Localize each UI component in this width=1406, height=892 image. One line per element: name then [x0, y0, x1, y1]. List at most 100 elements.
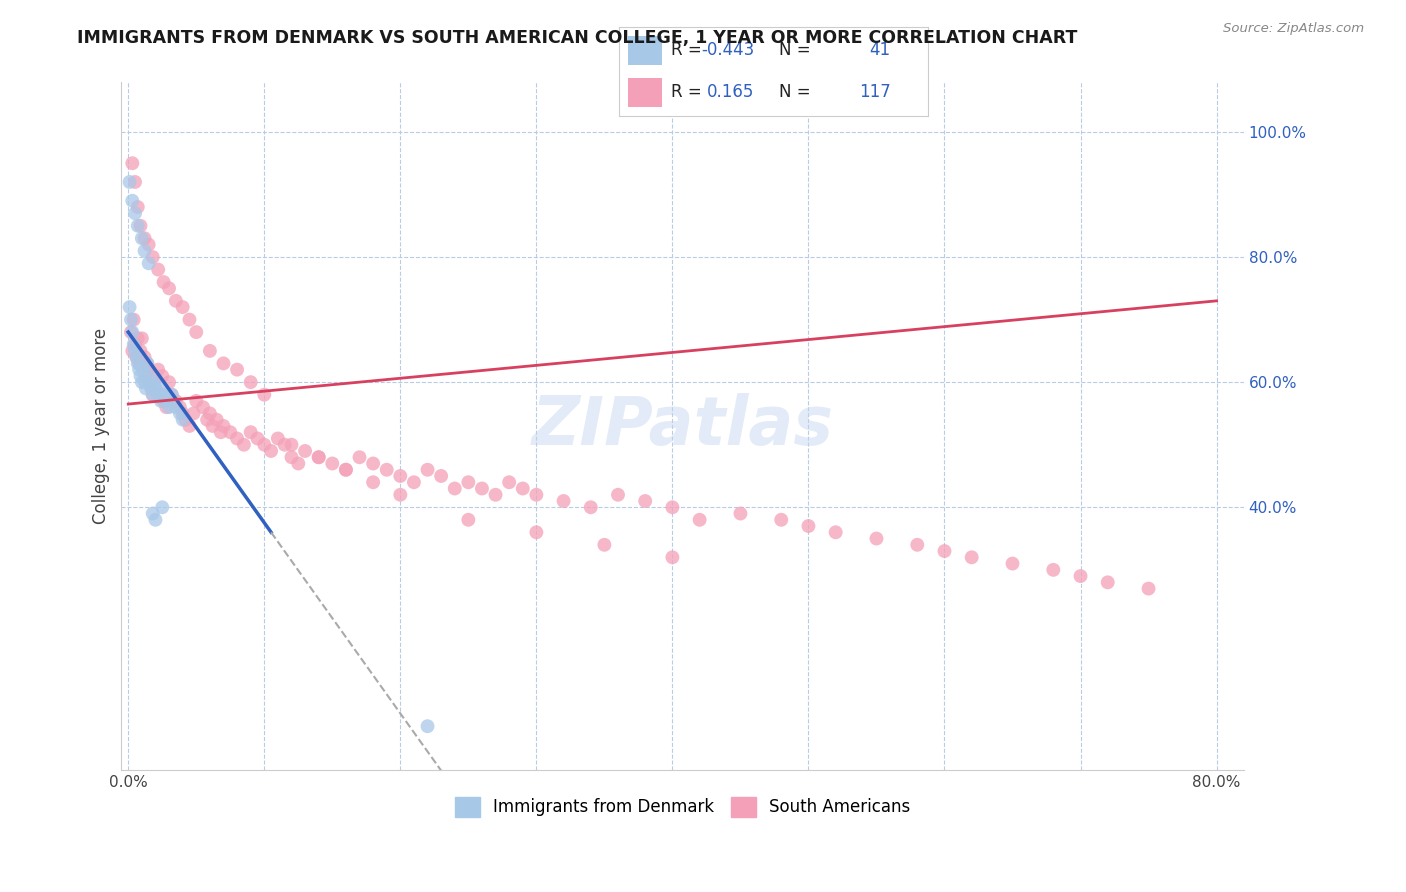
Point — [212, 356, 235, 370]
Point — [134, 350, 156, 364]
Point — [1097, 575, 1119, 590]
Text: 117: 117 — [859, 83, 891, 101]
Point — [125, 350, 148, 364]
Point — [124, 343, 146, 358]
Text: R =: R = — [671, 83, 702, 101]
Point — [267, 432, 290, 446]
Point — [118, 175, 141, 189]
Point — [934, 544, 956, 558]
Point — [155, 400, 177, 414]
Point — [141, 381, 163, 395]
Point — [143, 375, 166, 389]
Point — [226, 432, 249, 446]
Point — [142, 507, 165, 521]
Point — [134, 231, 156, 245]
Point — [824, 525, 846, 540]
Point — [146, 387, 169, 401]
Point — [593, 538, 616, 552]
Point — [219, 425, 242, 440]
Point — [273, 438, 295, 452]
Point — [174, 413, 197, 427]
Point — [142, 387, 165, 401]
Point — [139, 375, 162, 389]
Point — [129, 219, 152, 233]
Point — [122, 337, 145, 351]
Point — [634, 494, 657, 508]
Point — [553, 494, 575, 508]
Point — [136, 356, 159, 370]
Point — [260, 444, 283, 458]
Point — [152, 275, 174, 289]
Point — [198, 406, 221, 420]
Point — [280, 450, 302, 465]
Point — [661, 500, 683, 515]
Point — [157, 375, 180, 389]
Point — [125, 350, 148, 364]
Point — [131, 375, 153, 389]
Text: Source: ZipAtlas.com: Source: ZipAtlas.com — [1223, 22, 1364, 36]
Point — [150, 368, 173, 383]
Point — [141, 381, 163, 395]
Point — [121, 156, 143, 170]
Point — [349, 450, 371, 465]
Point — [416, 463, 439, 477]
Point — [179, 312, 201, 326]
Point — [165, 393, 187, 408]
FancyBboxPatch shape — [628, 36, 662, 65]
Point — [128, 356, 150, 370]
Point — [287, 457, 309, 471]
Point — [124, 206, 146, 220]
Point — [1070, 569, 1092, 583]
Point — [195, 413, 218, 427]
Point — [361, 457, 384, 471]
Point — [770, 513, 793, 527]
Point — [402, 475, 425, 490]
Point — [134, 375, 156, 389]
Point — [155, 393, 177, 408]
Point — [179, 419, 201, 434]
Point — [198, 343, 221, 358]
Point — [607, 488, 630, 502]
FancyBboxPatch shape — [628, 78, 662, 107]
Point — [136, 356, 159, 370]
Point — [239, 425, 262, 440]
Point — [120, 325, 142, 339]
Text: 41: 41 — [870, 41, 891, 59]
Point — [172, 406, 194, 420]
Point — [579, 500, 602, 515]
Point — [131, 231, 153, 245]
Point — [165, 293, 187, 308]
Point — [135, 368, 157, 383]
Point — [150, 500, 173, 515]
Point — [498, 475, 520, 490]
Point — [321, 457, 343, 471]
Y-axis label: College, 1 year or more: College, 1 year or more — [93, 328, 110, 524]
Point — [131, 331, 153, 345]
Point — [129, 343, 152, 358]
Point — [294, 444, 316, 458]
Point — [127, 200, 149, 214]
Point — [169, 400, 191, 414]
Point — [138, 237, 160, 252]
Text: N =: N = — [779, 41, 811, 59]
Point — [138, 256, 160, 270]
Point — [205, 413, 228, 427]
Point — [160, 387, 183, 401]
Point — [145, 381, 167, 395]
Point — [128, 362, 150, 376]
Text: R =: R = — [671, 41, 702, 59]
Point — [905, 538, 928, 552]
Point — [120, 312, 142, 326]
Point — [280, 438, 302, 452]
Point — [121, 325, 143, 339]
Point — [157, 400, 180, 414]
Point — [308, 450, 330, 465]
Point — [246, 432, 269, 446]
Point — [375, 463, 398, 477]
Point — [457, 513, 479, 527]
Point — [389, 488, 412, 502]
Point — [239, 375, 262, 389]
Text: -0.443: -0.443 — [702, 41, 755, 59]
Point — [127, 331, 149, 345]
Point — [730, 507, 752, 521]
